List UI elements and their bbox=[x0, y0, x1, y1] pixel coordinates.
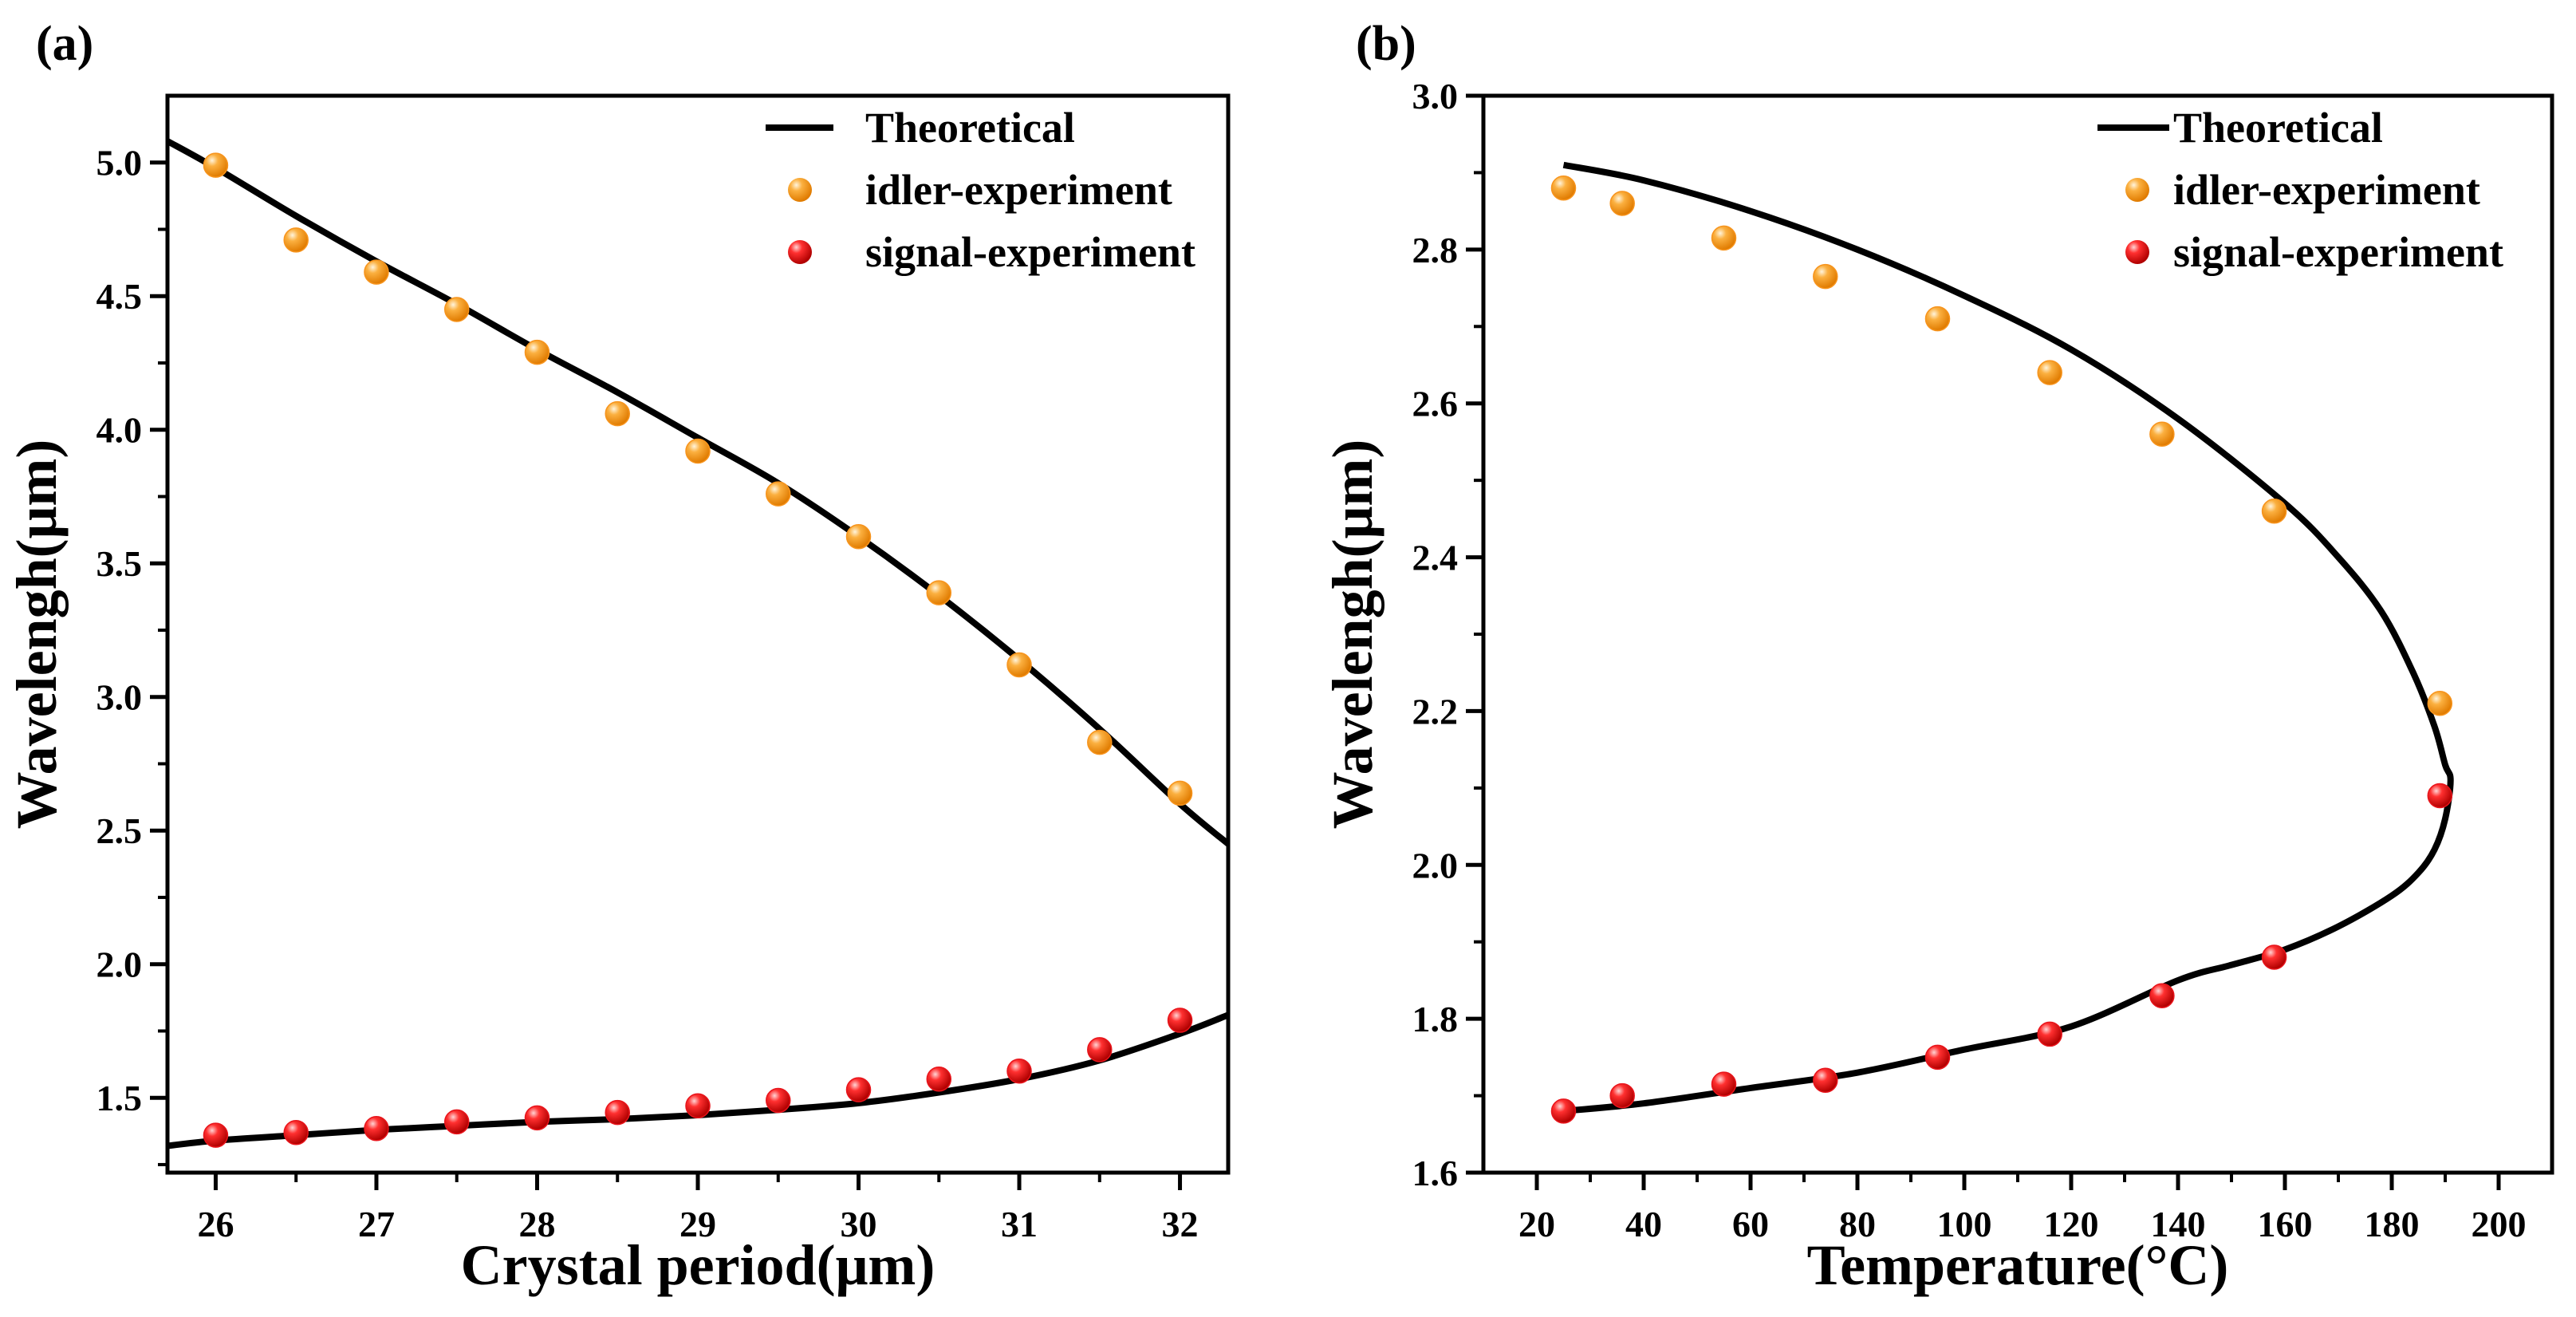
signal-data-point bbox=[685, 1093, 711, 1119]
signal-data-point bbox=[1711, 1071, 1737, 1097]
y-tick-label: 1.6 bbox=[1412, 1153, 1459, 1193]
chart-panel-a: (a) 26 27 28 29 30 31 32 1.5 2.0 2.5 3.0 3.5 4.0 4.5 5.… bbox=[5, 17, 1231, 1297]
x-tick-label: 26 bbox=[197, 1204, 234, 1244]
idler-data-point bbox=[283, 227, 309, 253]
panel-label: (a) bbox=[36, 17, 93, 71]
legend-signal-marker bbox=[2125, 240, 2149, 264]
idler-data-point bbox=[2037, 360, 2062, 385]
signal-data-point bbox=[203, 1122, 229, 1148]
y-tick-label: 2.4 bbox=[1412, 538, 1459, 578]
idler-data-point bbox=[1813, 263, 1838, 290]
y-tick-label: 5.0 bbox=[97, 143, 143, 183]
theoretical-curve bbox=[1562, 161, 2454, 1114]
x-tick-label: 120 bbox=[2044, 1204, 2099, 1244]
signal-data-point bbox=[926, 1067, 952, 1092]
idler-data-point bbox=[926, 580, 952, 605]
idler-data-point bbox=[1006, 652, 1032, 678]
x-tick-label: 160 bbox=[2258, 1204, 2313, 1244]
x-tick-label: 140 bbox=[2151, 1204, 2206, 1244]
signal-data-point bbox=[1609, 1082, 1635, 1109]
x-tick-label: 30 bbox=[841, 1204, 877, 1244]
signal-data-point bbox=[2037, 1021, 2062, 1047]
x-tick-label: 180 bbox=[2365, 1204, 2420, 1244]
idler-data-point bbox=[766, 481, 791, 507]
idler-data-point bbox=[364, 259, 389, 285]
signal-data-point bbox=[845, 1077, 872, 1102]
y-tick-label: 2.0 bbox=[97, 944, 143, 985]
signal-data-point bbox=[2427, 783, 2453, 809]
idler-data-point bbox=[2427, 691, 2453, 716]
idler-data-point bbox=[443, 297, 470, 322]
signal-data-point bbox=[1813, 1067, 1838, 1094]
signal-data-point bbox=[2149, 983, 2175, 1008]
legend-label: idler-experiment bbox=[865, 166, 1172, 214]
signal-data-point bbox=[605, 1099, 630, 1126]
x-axis-label: Crystal period(μm) bbox=[461, 1233, 935, 1297]
y-tick-label: 1.5 bbox=[97, 1078, 143, 1118]
y-axis-label: Wavelengh(μm) bbox=[1321, 440, 1385, 830]
y-tick-label: 3.0 bbox=[1412, 76, 1459, 116]
idler-data-point bbox=[1711, 225, 1737, 251]
idler-data-point bbox=[1924, 306, 1951, 332]
signal-data-point bbox=[1550, 1098, 1577, 1124]
legend-label: Theoretical bbox=[865, 104, 1075, 152]
y-tick-label: 3.0 bbox=[97, 677, 143, 718]
signal-data-point bbox=[364, 1115, 389, 1142]
y-tick-label: 2.8 bbox=[1412, 230, 1459, 270]
idler-data-point bbox=[1087, 729, 1113, 755]
chart-panel-b: (b) 20 40 60 80 100 120 140 160 180 200 1.6 1.8 2.0 2.… bbox=[1321, 17, 2554, 1297]
signal-data-point bbox=[1087, 1037, 1113, 1063]
signal-data-point bbox=[766, 1087, 791, 1114]
theoretical-curve bbox=[167, 138, 1228, 847]
x-tick-label: 29 bbox=[679, 1204, 716, 1244]
signal-data-point bbox=[2261, 944, 2287, 970]
idler-data-point bbox=[685, 438, 711, 464]
x-tick-label: 60 bbox=[1732, 1204, 1769, 1244]
y-tick-label: 2.2 bbox=[1412, 691, 1459, 731]
idler-data-point bbox=[1167, 780, 1193, 806]
idler-data-point bbox=[1609, 191, 1635, 216]
idler-data-point bbox=[605, 400, 630, 427]
signal-data-point bbox=[443, 1109, 470, 1135]
y-tick-label: 4.5 bbox=[97, 276, 143, 317]
signal-data-point bbox=[524, 1105, 550, 1131]
x-tick-label: 27 bbox=[358, 1204, 395, 1244]
signal-data-point bbox=[283, 1120, 309, 1145]
panel-label: (b) bbox=[1356, 17, 1416, 71]
idler-data-point bbox=[2261, 498, 2287, 524]
legend-idler-marker bbox=[788, 178, 812, 202]
x-tick-label: 20 bbox=[1518, 1204, 1555, 1244]
x-tick-label: 100 bbox=[1937, 1204, 1992, 1244]
x-tick-label: 28 bbox=[518, 1204, 555, 1244]
legend-idler-marker bbox=[2125, 178, 2149, 202]
signal-data-point bbox=[1167, 1007, 1193, 1033]
legend-label: signal-experiment bbox=[865, 228, 1195, 276]
y-tick-label: 1.8 bbox=[1412, 999, 1459, 1039]
signal-data-point bbox=[1924, 1044, 1951, 1071]
idler-data-point bbox=[845, 523, 872, 550]
signal-data-point bbox=[1006, 1058, 1032, 1084]
idler-data-point bbox=[2149, 421, 2175, 448]
x-tick-label: 200 bbox=[2472, 1204, 2527, 1244]
legend-signal-marker bbox=[788, 240, 812, 264]
idler-data-point bbox=[524, 339, 550, 365]
legend-label: Theoretical bbox=[2173, 104, 2383, 152]
legend-label: signal-experiment bbox=[2173, 228, 2503, 276]
y-tick-label: 2.0 bbox=[1412, 845, 1459, 885]
idler-data-point bbox=[1550, 175, 1577, 201]
legend-label: idler-experiment bbox=[2173, 166, 2480, 214]
x-tick-label: 40 bbox=[1625, 1204, 1662, 1244]
x-tick-label: 32 bbox=[1162, 1204, 1199, 1244]
y-tick-label: 2.5 bbox=[97, 810, 143, 851]
idler-data-point bbox=[203, 152, 229, 178]
y-axis-label: Wavelengh(μm) bbox=[5, 440, 69, 830]
x-tick-label: 80 bbox=[1839, 1204, 1876, 1244]
y-tick-label: 2.6 bbox=[1412, 384, 1459, 424]
y-tick-label: 4.0 bbox=[97, 410, 143, 451]
x-tick-label: 31 bbox=[1001, 1204, 1038, 1244]
theoretical-curve bbox=[167, 1011, 1228, 1149]
x-axis-label: Temperature(°C) bbox=[1807, 1233, 2229, 1297]
y-tick-label: 3.5 bbox=[97, 543, 143, 584]
